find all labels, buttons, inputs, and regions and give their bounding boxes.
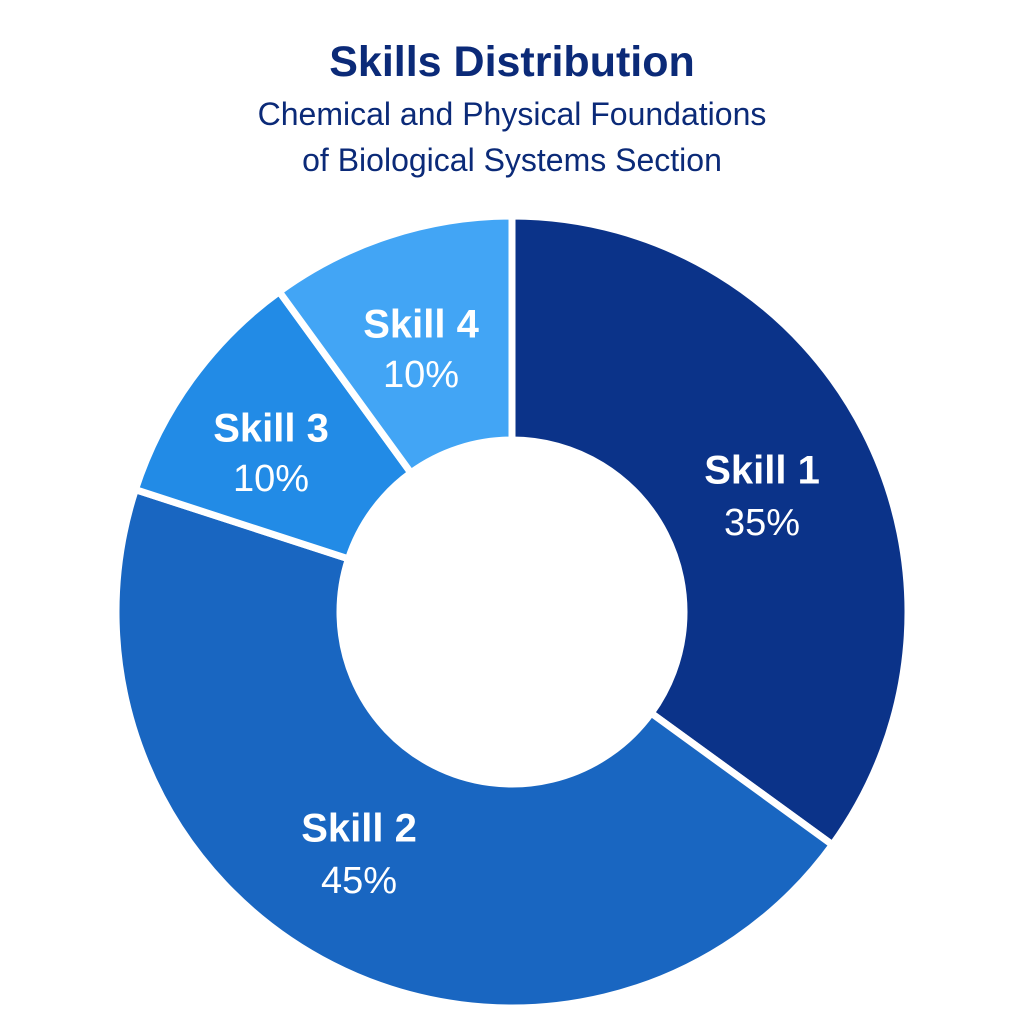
chart-title: Skills Distribution (329, 38, 695, 86)
slice-value-skill-4: 10% (383, 354, 459, 396)
slice-skill-1 (508, 212, 912, 850)
slice-skill-2 (112, 485, 838, 1012)
slices-layer (112, 212, 912, 1012)
slice-skill-4 (274, 212, 516, 478)
slice-value-skill-2: 45% (321, 860, 397, 902)
slice-label-skill-2: Skill 2 (301, 807, 417, 851)
slice-label-skill-4: Skill 4 (363, 303, 479, 347)
slice-value-skill-3: 10% (233, 458, 309, 500)
chart-subtitle-line-1: Chemical and Physical Foundations (258, 96, 767, 132)
slice-skill-3 (130, 286, 416, 564)
slice-value-skill-1: 35% (724, 502, 800, 544)
labels-layer: Skill 1 35% Skill 2 45% Skill 3 10% Skill 4 10% (213, 303, 820, 902)
chart-subtitle-line-2: of Biological Systems Section (302, 142, 722, 178)
slice-label-skill-1: Skill 1 (704, 449, 820, 493)
slice-label-skill-3: Skill 3 (213, 407, 329, 451)
